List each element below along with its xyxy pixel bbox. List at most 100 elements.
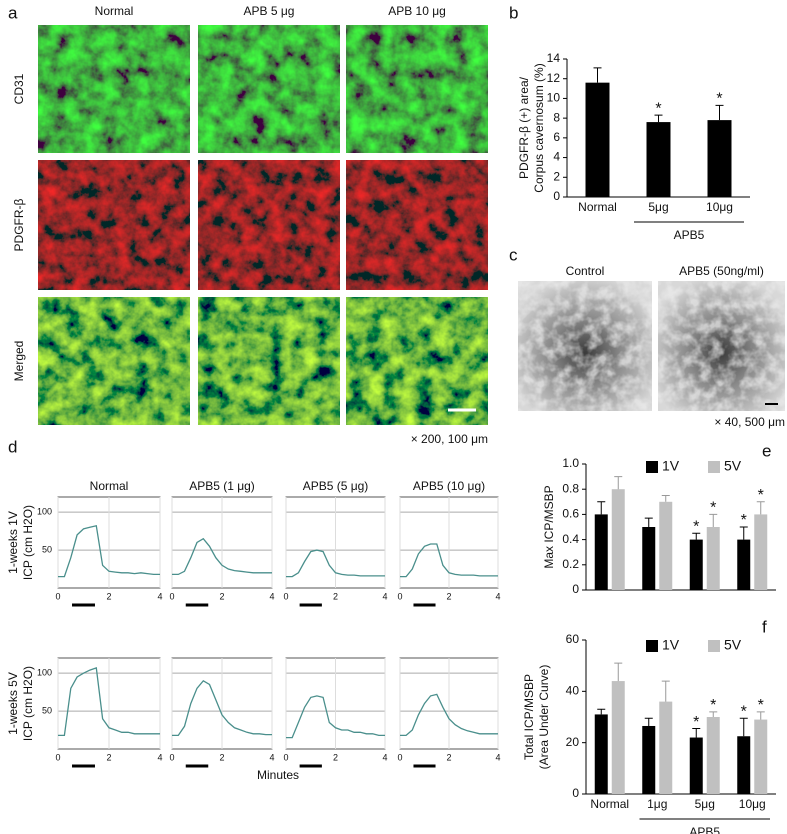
x-tick-label: 0	[55, 752, 60, 762]
y-axis-label: Total ICP/MSBP	[522, 674, 536, 760]
micrograph	[38, 25, 190, 153]
bar	[594, 714, 608, 794]
error-bar	[715, 104, 724, 121]
error-bar	[661, 495, 670, 502]
error-bar	[709, 513, 718, 527]
bar	[689, 737, 703, 794]
panel-letter: d	[8, 437, 17, 456]
error-bar	[644, 717, 653, 726]
micrograph	[198, 297, 340, 425]
row-label: PDGFR-β	[12, 198, 26, 251]
micrograph	[38, 297, 190, 425]
y-tick-label: 4	[553, 150, 560, 164]
bar	[611, 681, 625, 794]
y-tick-label: 2	[553, 169, 560, 183]
legend-label: 5V	[724, 458, 742, 474]
y-tick-label: 100	[37, 668, 52, 678]
column-label: Control	[566, 264, 605, 278]
significance: *	[693, 714, 699, 731]
x-tick-label: 2	[333, 752, 338, 762]
column-label: Normal	[95, 4, 134, 18]
bar	[642, 527, 656, 590]
y-tick-label: 100	[37, 507, 52, 517]
column-title: APB5 (5 μg)	[303, 479, 369, 493]
icp-trace	[172, 537, 272, 576]
y-tick-label: 14	[547, 51, 561, 65]
x-tick-label: Normal	[578, 200, 617, 214]
bar	[659, 701, 673, 794]
bar	[646, 122, 671, 197]
x-tick-label: 2	[106, 591, 111, 601]
y-tick-label: 50	[42, 705, 52, 715]
error-bar	[692, 532, 701, 540]
error-bar	[709, 711, 718, 717]
error-bar	[614, 476, 623, 490]
significance: *	[758, 487, 764, 504]
bar	[594, 514, 608, 590]
y-tick-label: 0.4	[562, 532, 579, 546]
y-tick-label: 6	[553, 130, 560, 144]
x-tick-label: 2	[333, 591, 338, 601]
x-tick-label: 0	[55, 591, 60, 601]
row-label: ICP (cm H2O)	[21, 666, 35, 741]
micrograph	[198, 25, 340, 153]
y-tick-label: 40	[566, 684, 580, 698]
icp-trace	[400, 543, 498, 578]
y-tick-label: 0.2	[562, 557, 579, 571]
icp-trace	[58, 525, 160, 578]
x-tick-label: 0	[169, 591, 174, 601]
x-tick-label: 0	[283, 752, 288, 762]
row-label: 1-weeks 1V	[6, 511, 20, 574]
x-tick-label: 4	[157, 591, 162, 601]
panel-letter: b	[509, 3, 518, 22]
micrograph	[518, 281, 652, 411]
x-tick-label: Normal	[590, 797, 629, 811]
panel-letter: e	[762, 441, 771, 460]
bar	[707, 120, 732, 197]
x-tick-label: 4	[269, 752, 274, 762]
bar	[706, 527, 720, 590]
column-label: APB 5 μg	[244, 4, 295, 18]
icp-trace	[172, 679, 272, 737]
column-title: Normal	[90, 479, 129, 493]
y-tick-label: 10	[547, 91, 561, 105]
row-label: ICP (cm H2O)	[21, 505, 35, 580]
error-bar	[661, 680, 670, 702]
column-title: APB5 (10 μg)	[413, 479, 485, 493]
group-label: APB5	[674, 228, 705, 242]
y-tick-label: 0	[572, 582, 579, 596]
legend-swatch	[646, 461, 658, 473]
micrograph	[346, 160, 488, 290]
y-tick-label: 0.8	[562, 481, 579, 495]
y-tick-label: 20	[566, 735, 580, 749]
bar	[689, 539, 703, 590]
panel-letter: a	[8, 3, 18, 22]
legend-label: 1V	[662, 458, 680, 474]
error-bar	[644, 517, 653, 527]
error-bar	[692, 728, 701, 738]
y-tick-label: 8	[553, 110, 560, 124]
significance: *	[741, 704, 747, 721]
x-tick-label: 0	[169, 752, 174, 762]
column-title: APB5 (1 μg)	[189, 479, 255, 493]
legend-swatch	[646, 640, 658, 652]
panel-letter: c	[509, 245, 518, 264]
bar	[642, 725, 656, 794]
error-bar	[654, 114, 663, 123]
legend-label: 1V	[662, 637, 680, 653]
row-label: Merged	[12, 341, 26, 382]
error-bar	[597, 708, 606, 715]
bar	[585, 82, 610, 197]
bar	[754, 719, 768, 794]
row-label: 1-weeks 5V	[6, 672, 20, 735]
x-tick-label: 0	[283, 591, 288, 601]
significance: *	[741, 512, 747, 529]
bar	[737, 539, 751, 590]
y-tick-label: 50	[42, 544, 52, 554]
x-tick-label: 2	[219, 752, 224, 762]
icp-trace	[286, 695, 385, 739]
bar	[706, 717, 720, 794]
error-bar	[593, 67, 602, 83]
y-tick-label: 0.6	[562, 507, 579, 521]
